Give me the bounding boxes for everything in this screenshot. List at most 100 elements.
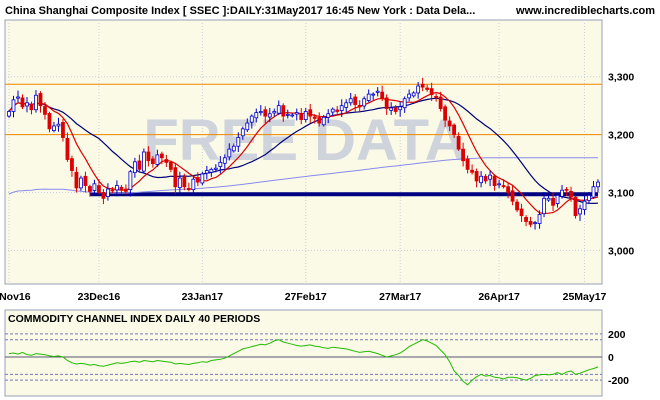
candle-body <box>88 186 92 192</box>
candle <box>150 156 155 168</box>
header-bar <box>0 0 660 20</box>
candle <box>407 89 412 102</box>
candle-body <box>596 181 600 188</box>
candle-body <box>434 96 439 98</box>
candle <box>474 168 479 188</box>
candle <box>204 165 209 180</box>
candle <box>398 101 403 117</box>
fast-ma-line <box>8 91 599 215</box>
candle-body <box>321 116 326 126</box>
candle <box>168 160 173 173</box>
candle-body <box>465 158 470 170</box>
x-tick-label: 25Nov16 <box>0 291 31 303</box>
candle <box>506 183 510 199</box>
candle-body <box>362 98 367 107</box>
candle <box>515 199 519 213</box>
candle-body <box>11 99 16 112</box>
candle-body <box>371 93 376 96</box>
candle <box>20 94 25 110</box>
candle <box>101 189 106 205</box>
candle-body <box>65 137 70 160</box>
candle <box>312 114 317 124</box>
candle-body <box>443 106 448 121</box>
candle <box>501 179 506 189</box>
candle-body <box>294 112 299 115</box>
candle <box>524 215 528 227</box>
candles <box>7 77 600 230</box>
cci-bands <box>5 333 602 381</box>
candle-body <box>34 94 38 111</box>
candle <box>141 148 146 173</box>
candle <box>587 191 591 204</box>
candle <box>434 93 439 102</box>
candle-body <box>83 175 88 186</box>
candle-body <box>141 151 146 172</box>
candle-body <box>191 178 196 191</box>
candle-body <box>483 175 488 182</box>
candle-body <box>164 159 169 163</box>
candle <box>452 123 457 139</box>
candle <box>551 192 555 212</box>
candle-body <box>542 197 546 215</box>
candle <box>173 163 178 194</box>
candle <box>416 81 421 99</box>
candle <box>321 114 326 127</box>
candle <box>249 114 254 129</box>
candle <box>182 173 187 191</box>
candle <box>213 164 218 173</box>
candle-body <box>393 107 398 112</box>
candle-body <box>290 114 295 117</box>
candle-body <box>173 167 178 188</box>
candle <box>578 204 582 221</box>
candle-body <box>335 109 340 112</box>
candle <box>155 149 160 167</box>
candle <box>483 174 488 184</box>
candle <box>34 90 38 113</box>
candle <box>159 151 164 165</box>
candle <box>308 103 313 124</box>
candle <box>285 109 290 119</box>
cci-tick-label: 0 <box>608 352 614 364</box>
candle <box>447 116 452 132</box>
candle <box>65 132 70 162</box>
candle-body <box>263 109 268 117</box>
candle-body <box>209 168 214 173</box>
candle-body <box>308 109 313 117</box>
candle-body <box>110 189 115 192</box>
candle-body <box>551 197 555 206</box>
candle-body <box>357 104 362 108</box>
candle-body <box>43 106 47 115</box>
candle <box>348 92 353 106</box>
source-label: www.incrediblecharts.com <box>515 5 655 17</box>
candle-body <box>20 97 25 108</box>
candle <box>254 108 259 123</box>
cci-title: COMMODITY CHANNEL INDEX DAILY 40 PERIODS <box>8 313 260 325</box>
candle <box>195 172 200 187</box>
candle <box>92 179 97 194</box>
candle-body <box>128 171 133 191</box>
candle-body <box>569 190 573 198</box>
candle <box>146 146 151 167</box>
candle-body <box>497 183 501 186</box>
candle <box>456 132 461 151</box>
candle-body <box>119 186 124 190</box>
candle-body <box>317 117 322 124</box>
candle <box>70 155 74 177</box>
candle <box>263 106 268 124</box>
y-tick-label: 3,200 <box>608 130 634 142</box>
candle <box>546 194 551 202</box>
candle <box>281 103 286 122</box>
candle-body <box>249 115 254 123</box>
candle-body <box>389 107 394 111</box>
candle-body <box>420 83 425 88</box>
candle <box>258 105 263 116</box>
candle-body <box>366 93 371 101</box>
candle-body <box>303 111 308 120</box>
candle <box>97 179 101 195</box>
candle-body <box>456 135 461 150</box>
candle-body <box>330 108 335 113</box>
candle-body <box>204 170 209 174</box>
candle-body <box>200 173 205 184</box>
candle <box>47 111 52 133</box>
